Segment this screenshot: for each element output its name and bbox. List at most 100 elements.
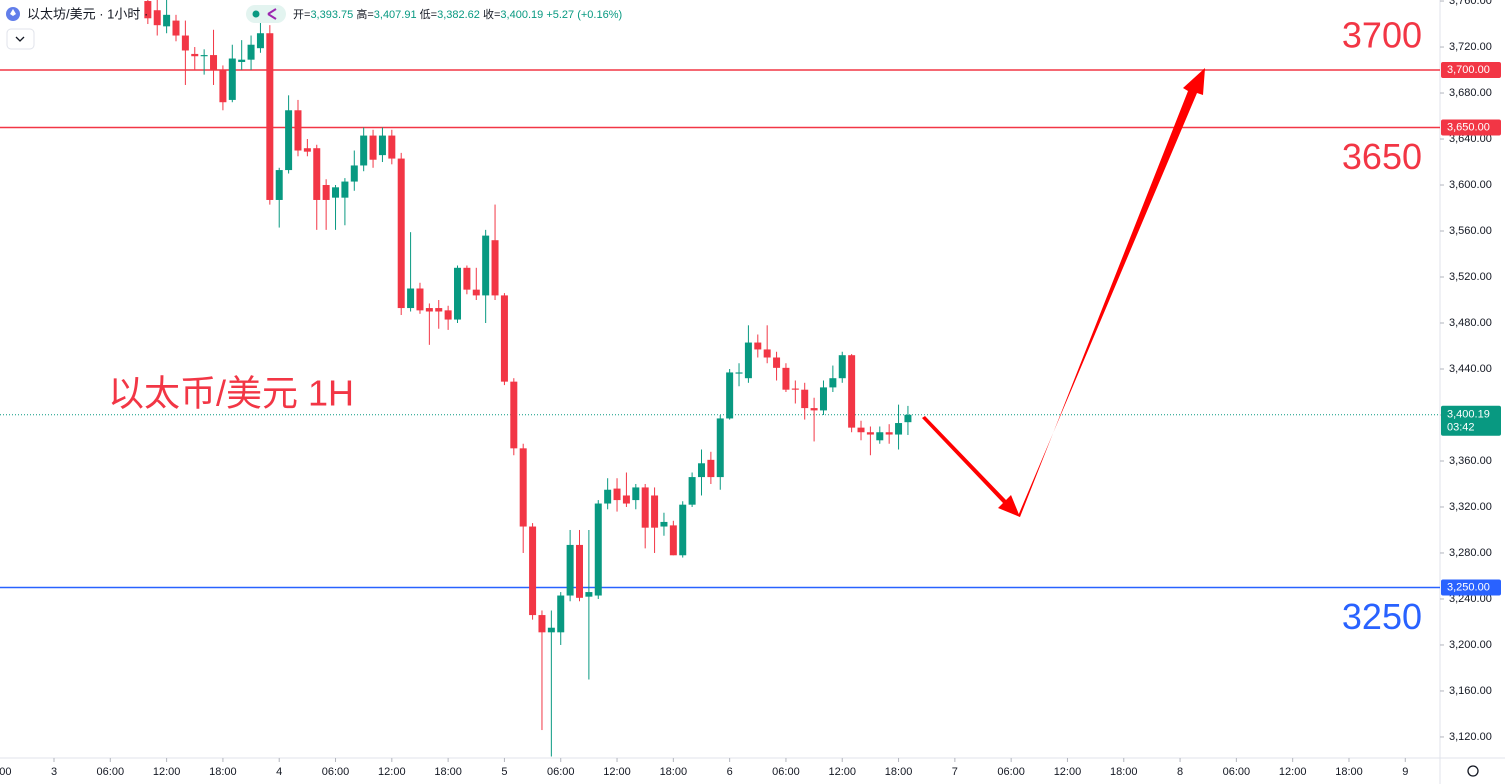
candle-body (491, 240, 499, 296)
candle-body (285, 110, 293, 171)
candle-body (444, 310, 452, 320)
collapse-button[interactable] (6, 28, 35, 50)
candle-body (407, 288, 415, 309)
x-tick-label: 12:00 (603, 766, 631, 778)
ohlc-value: 3,393.75 (310, 9, 353, 21)
x-tick-label: 5 (501, 766, 507, 778)
x-tick-label: 18:00 (660, 766, 688, 778)
x-tick-label: 06:00 (1223, 766, 1251, 778)
ohlc-legend: 开=3,393.75 高=3,407.91 低=3,382.62 收=3,400… (293, 7, 622, 21)
candle-body (594, 503, 602, 596)
candle-body (341, 181, 349, 198)
candle-body (238, 59, 246, 62)
candle-body (838, 355, 846, 379)
level-note: 3650 (1342, 136, 1422, 177)
x-tick-label: 18:00 (885, 766, 913, 778)
candle-body (247, 44, 255, 60)
x-tick-label: 18:00 (434, 766, 462, 778)
candle-body (435, 308, 443, 312)
y-tick-label: 3,360.00 (1449, 455, 1492, 467)
candle-body (679, 504, 687, 556)
candle-body (829, 378, 837, 388)
ohlc-value: 3,400.19 (500, 9, 543, 21)
candle-body (360, 135, 368, 166)
candle-body (482, 235, 490, 296)
candle-body (566, 544, 574, 596)
candle-body (228, 58, 236, 100)
candle-body (876, 432, 884, 441)
candle-body (660, 521, 668, 527)
candle-body (163, 14, 171, 27)
candle-body (200, 55, 208, 57)
candle-body (510, 381, 518, 449)
candle-body (266, 33, 274, 200)
candle-body (538, 615, 546, 633)
x-tick-label: 06:00 (97, 766, 125, 778)
y-tick-label: 3,560.00 (1449, 225, 1492, 237)
x-tick-label: 06:00 (547, 766, 575, 778)
candle-body (191, 53, 199, 57)
candle-body (144, 1, 152, 19)
candle-body (810, 408, 818, 411)
level-note: 3250 (1342, 596, 1422, 637)
candle-body (303, 148, 311, 152)
candle-body (547, 627, 555, 633)
y-tick-label: 3,320.00 (1449, 501, 1492, 513)
x-tick-label: 3 (51, 766, 57, 778)
countdown: 03:42 (1447, 422, 1475, 434)
plot-area: 3700 3650 3250 (0, 0, 1440, 757)
y-tick-label: 3,720.00 (1449, 41, 1492, 53)
candle-body (472, 289, 480, 296)
candle-body (350, 165, 358, 182)
candle-body (819, 387, 827, 411)
ohlc-value: 3,407.91 (374, 9, 417, 21)
y-tick-label: 3,240.00 (1449, 593, 1492, 605)
candle-body (782, 367, 790, 390)
candle-body (416, 288, 424, 311)
candle-body (388, 135, 396, 159)
x-tick-label: 12:00 (153, 766, 181, 778)
candle-body (885, 432, 893, 435)
candle-body (210, 55, 218, 71)
candle-body (773, 357, 781, 368)
candle-body (585, 592, 593, 597)
candle-body (576, 544, 584, 598)
candle-body (153, 10, 161, 26)
x-tick-label: 18:00 (1110, 766, 1138, 778)
candle-body (369, 135, 377, 160)
y-tick-label: 3,640.00 (1449, 133, 1492, 145)
ohlc-text: 开=3,393.75 高=3,407.91 低=3,382.62 收=3,400… (293, 7, 622, 21)
x-tick-label: 7 (952, 766, 958, 778)
candle-body (688, 477, 696, 505)
level-tag-label: 3,250.00 (1447, 581, 1490, 593)
level-note: 3700 (1342, 15, 1422, 56)
candle-body (716, 418, 724, 478)
candle-body (256, 33, 264, 49)
data-status (267, 8, 277, 20)
candle-body (604, 489, 612, 504)
candle-body (172, 20, 180, 36)
y-tick-label: 3,680.00 (1449, 87, 1492, 99)
settings-button[interactable] (1467, 765, 1479, 777)
x-tick-label: 18:00 (209, 766, 237, 778)
candle-body (294, 110, 302, 151)
level-tag (1441, 62, 1501, 79)
candle-body (519, 448, 527, 527)
candle-body (801, 389, 809, 409)
candle-body (641, 487, 649, 528)
y-tick-label: 3,760.00 (1449, 0, 1492, 7)
candle-body (181, 35, 189, 51)
candle-body (754, 342, 762, 350)
candle-body (397, 158, 405, 309)
y-tick-label: 3,440.00 (1449, 363, 1492, 375)
candle-body (763, 349, 771, 358)
x-tick-label: 18:00 (0, 766, 11, 778)
candle-body (697, 463, 705, 478)
candle-body (651, 495, 659, 528)
candle-body (332, 187, 340, 198)
candle-body (622, 495, 630, 504)
candle-body (857, 427, 865, 433)
candle-body (425, 308, 433, 312)
